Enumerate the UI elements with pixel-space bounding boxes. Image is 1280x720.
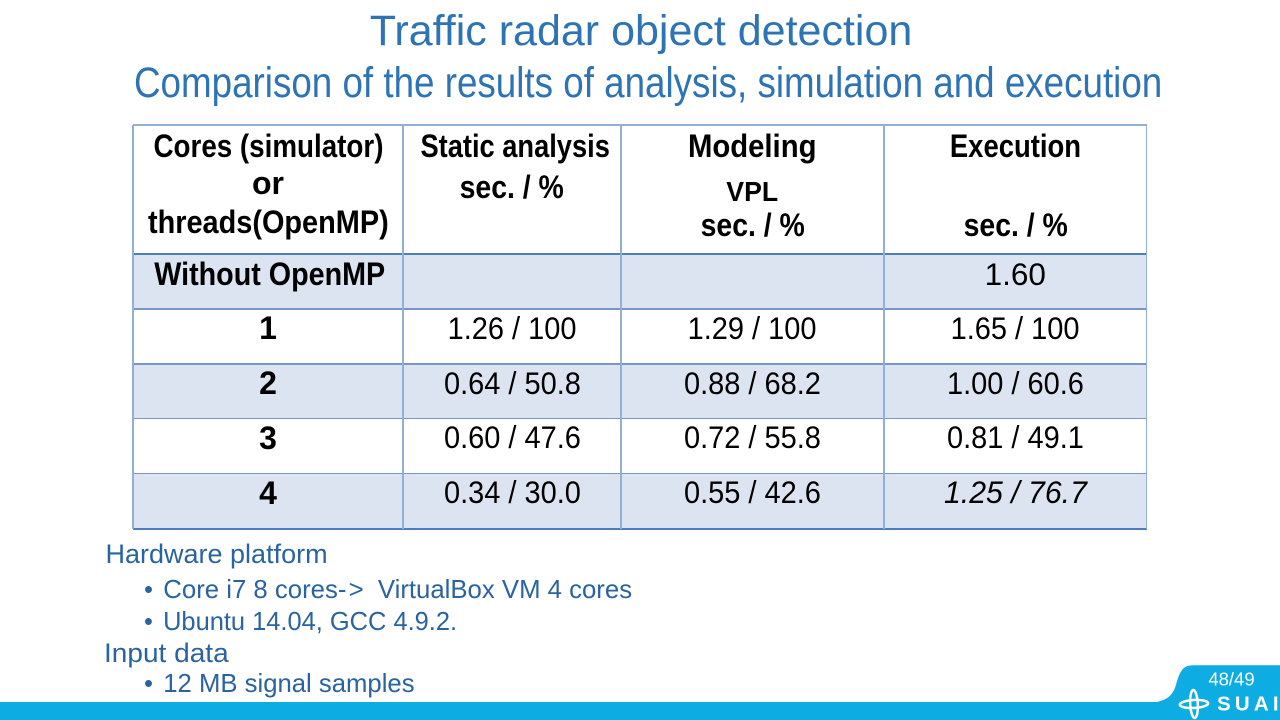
svg-text:SUAI: SUAI [1217,692,1280,715]
svg-text:48/49: 48/49 [1208,669,1254,690]
